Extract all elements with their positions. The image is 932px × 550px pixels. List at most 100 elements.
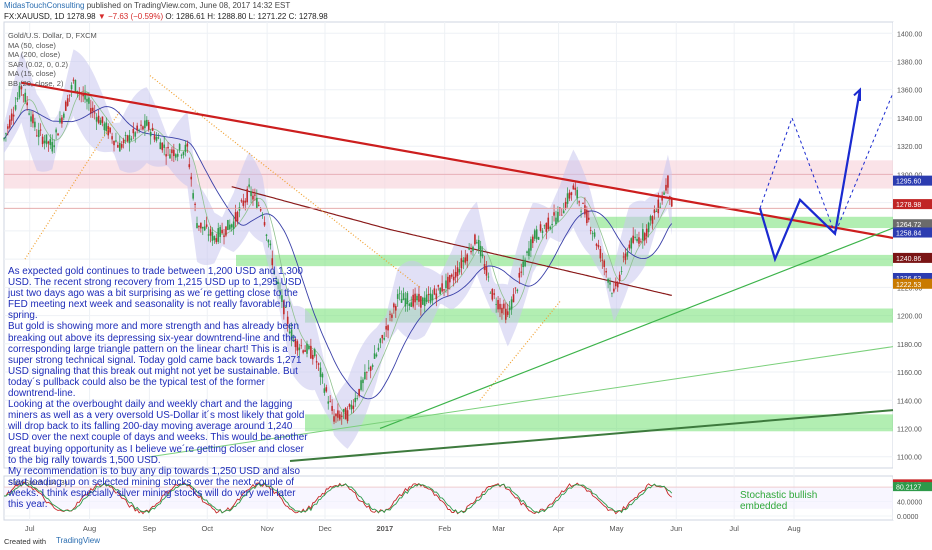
- candle-body: [240, 200, 243, 202]
- candle-body: [584, 205, 586, 215]
- stoch-annotation: Stochastic bullish embedded: [740, 490, 818, 512]
- candle-body: [416, 295, 418, 301]
- candle-body: [161, 142, 164, 151]
- candle-body: [269, 243, 272, 246]
- y-tick-label: 1120.00: [897, 426, 922, 433]
- candle-body: [443, 289, 445, 291]
- candle-body: [36, 135, 38, 137]
- candle-body: [331, 405, 333, 411]
- candle-body: [34, 121, 36, 128]
- candle-body: [223, 235, 225, 238]
- candle-body: [377, 347, 380, 351]
- candle-body: [323, 388, 326, 393]
- candle-body: [306, 343, 308, 354]
- symbol-line: FX:XAUUSD, 1D 1278.98 ▼ −7.63 (−0.59%) O…: [4, 12, 328, 21]
- candle-body: [275, 278, 277, 279]
- candle-body: [657, 199, 660, 214]
- candle-body: [526, 251, 528, 254]
- candle-body: [113, 140, 115, 146]
- candle-body: [329, 400, 331, 402]
- candle-body: [221, 229, 223, 234]
- candle-body: [474, 234, 476, 245]
- candle-body: [505, 308, 507, 320]
- candle-body: [449, 275, 451, 283]
- price-label-bg: [893, 272, 932, 283]
- candle-body: [371, 365, 374, 367]
- candle-body: [344, 408, 347, 420]
- candle-body: [398, 293, 401, 295]
- candle-body: [423, 297, 426, 307]
- candle-body: [155, 136, 158, 141]
- candle-body: [630, 238, 633, 249]
- x-tick-label: Feb: [438, 524, 451, 533]
- candle-body: [458, 268, 461, 273]
- candle-body: [53, 145, 55, 148]
- candle-body: [528, 248, 530, 257]
- candle-body: [256, 197, 258, 209]
- publish-line: MidasTouchConsulting published on Tradin…: [4, 1, 290, 10]
- candle-body: [491, 289, 494, 300]
- ohlc-values: O: 1286.61 H: 1288.80 L: 1271.22 C: 1278…: [165, 12, 328, 21]
- candle-body: [128, 134, 131, 144]
- candle-body: [433, 288, 436, 295]
- candle-body: [122, 139, 125, 144]
- candle-body: [209, 229, 212, 236]
- candle-body: [32, 114, 34, 124]
- candle-body: [242, 200, 245, 206]
- candle-body: [302, 350, 304, 353]
- candle-body: [539, 224, 542, 231]
- candle-body: [356, 398, 358, 399]
- x-tick-label: Aug: [83, 524, 96, 533]
- legend-item: MA (15, close): [8, 69, 56, 79]
- candle-body: [524, 259, 526, 267]
- candle-body: [352, 405, 355, 409]
- candle-body: [437, 285, 440, 287]
- candle-body: [545, 222, 548, 232]
- candle-body: [149, 131, 152, 137]
- author-link[interactable]: MidasTouchConsulting: [4, 1, 85, 10]
- y-tick-label: 1200.00: [897, 314, 922, 321]
- candle-body: [576, 189, 579, 199]
- candle-body: [126, 135, 129, 141]
- candle-body: [286, 316, 289, 324]
- candle-body: [51, 142, 54, 152]
- price-change: ▼ −7.63 (−0.59%): [97, 12, 164, 21]
- footer: Created with TradingView: [0, 536, 932, 550]
- support-zone: [590, 216, 893, 229]
- candle-body: [350, 404, 353, 410]
- candle-body: [142, 126, 144, 130]
- candle-body: [410, 302, 413, 307]
- price-label-bg: [893, 219, 932, 230]
- candle-body: [22, 94, 25, 96]
- candle-body: [362, 379, 364, 384]
- candle-body: [290, 329, 293, 340]
- candle-body: [557, 211, 559, 222]
- candle-body: [383, 337, 386, 340]
- x-tick-label: Jun: [670, 524, 682, 533]
- candle-body: [508, 307, 511, 311]
- tradingview-logo[interactable]: TradingView: [56, 536, 101, 545]
- candle-body: [205, 224, 208, 227]
- candle-body: [20, 86, 23, 90]
- stoch-label: 80.2127: [896, 485, 921, 492]
- candle-body: [645, 228, 648, 237]
- candle-body: [105, 122, 108, 131]
- candle-body: [489, 292, 492, 294]
- candle-body: [82, 93, 84, 97]
- candle-body: [298, 347, 301, 351]
- legend-item: MA (200, close): [8, 50, 61, 60]
- price-panel: [3, 21, 894, 469]
- candle-body: [24, 92, 27, 102]
- candle-body: [547, 217, 550, 230]
- candle-body: [70, 85, 73, 90]
- candle-body: [514, 287, 517, 289]
- candle-body: [456, 267, 459, 277]
- candle-body: [470, 250, 472, 253]
- candle-body: [72, 79, 75, 81]
- candle-body: [267, 239, 270, 243]
- candle-body: [385, 326, 387, 330]
- x-tick-label: Mar: [492, 524, 505, 533]
- candle-body: [232, 221, 235, 230]
- candle-body: [279, 290, 281, 293]
